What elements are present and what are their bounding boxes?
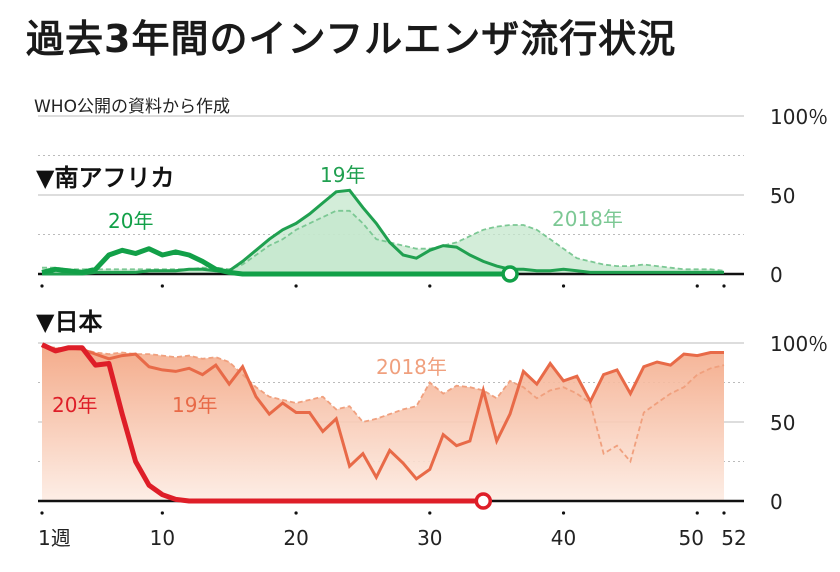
series-area	[42, 346, 724, 501]
chart-title: 過去3年間のインフルエンザ流行状況	[26, 17, 677, 61]
panel-title: ▼南アフリカ	[36, 164, 174, 192]
y-tick-label: 0	[770, 490, 783, 514]
series-line-2019	[42, 188, 724, 276]
x-tick-mark	[160, 511, 164, 515]
series-label-2018: 2018年	[376, 355, 447, 379]
series-label-2020: 20年	[108, 209, 153, 233]
y-tick-label: 100％	[770, 332, 828, 356]
x-tick-mark	[40, 284, 44, 288]
y-tick-label: 50	[770, 411, 795, 435]
x-tick-label: 50	[679, 526, 704, 550]
series-line-2018	[41, 345, 725, 464]
series-line-2019	[41, 344, 724, 481]
x-tick-mark	[695, 284, 699, 288]
series-label-2018: 2018年	[552, 207, 623, 231]
series-area	[42, 190, 724, 274]
series-label-2020: 20年	[52, 393, 97, 417]
series-line-2020	[41, 246, 510, 277]
x-tick-label: 40	[551, 526, 576, 550]
x-tick-label: 10	[150, 526, 175, 550]
x-tick-label: 20	[283, 526, 308, 550]
y-tick-label: 0	[770, 263, 783, 287]
x-tick-mark	[722, 511, 726, 515]
x-tick-mark	[160, 284, 164, 288]
x-tick-mark	[294, 511, 298, 515]
x-tick-mark	[722, 284, 726, 288]
x-tick-label: 30	[417, 526, 442, 550]
x-tick-mark	[561, 511, 566, 515]
series-end-marker	[501, 265, 519, 283]
x-tick-mark	[561, 284, 566, 288]
series-label-2019: 19年	[172, 393, 217, 417]
x-tick-mark	[294, 284, 298, 288]
series-line-2020	[40, 342, 484, 504]
x-tick-label: 1週	[38, 526, 71, 550]
x-tick-mark	[40, 511, 44, 515]
panel-title: ▼日本	[36, 308, 102, 336]
source-note: WHO公開の資料から作成	[34, 97, 230, 117]
series-end-marker	[474, 492, 493, 510]
y-tick-label: 50	[770, 184, 795, 208]
x-tick-label: 52	[721, 526, 746, 550]
y-tick-label: 100％	[770, 105, 828, 129]
x-tick-mark	[695, 511, 699, 515]
x-tick-mark	[428, 511, 432, 515]
x-tick-mark	[428, 284, 432, 288]
series-label-2019: 19年	[320, 163, 365, 187]
